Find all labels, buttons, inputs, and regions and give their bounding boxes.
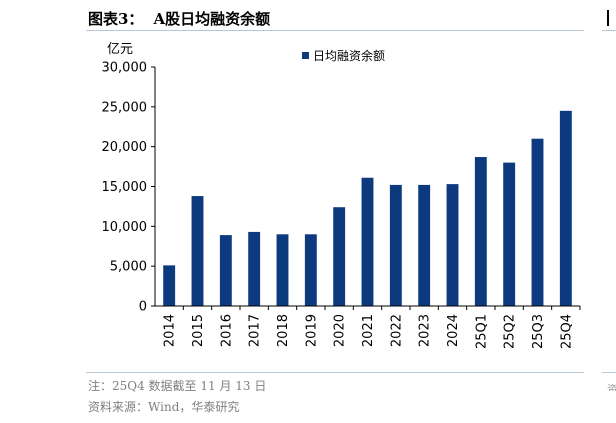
x-tick-label-2015: 2015 xyxy=(191,314,206,347)
x-axis-ticks: 2014 2015 2016 2017 2018 2019 2020 2021 2022 2023… xyxy=(163,306,581,349)
x-tick-label-2024: 2024 xyxy=(446,314,461,347)
bar-2018 xyxy=(276,234,289,306)
adjacent-footer-divider xyxy=(602,372,616,373)
figure-title-text: A股日均融资余额 xyxy=(153,10,271,28)
bar-2022 xyxy=(389,184,402,306)
adjacent-title-divider xyxy=(602,30,616,31)
title-divider xyxy=(86,30,584,31)
bar-2024 xyxy=(446,184,459,306)
x-tick-label-25Q3: 25Q3 xyxy=(531,314,546,349)
bar-2021 xyxy=(361,177,374,306)
adjacent-footnote-glyph: 资 xyxy=(607,383,616,391)
figure-title: 图表3： A股日均融资余额 xyxy=(88,8,270,29)
y-tick-label: 20,000 xyxy=(102,140,148,155)
x-tick-label-2020: 2020 xyxy=(333,314,348,347)
x-tick-label-25Q1: 25Q1 xyxy=(474,314,489,349)
y-tick-label: 25,000 xyxy=(102,100,148,115)
figure-label: 图表3： xyxy=(88,10,144,28)
bar-2017 xyxy=(248,231,261,306)
x-tick-label-25Q4: 25Q4 xyxy=(559,314,574,349)
x-tick-label-2023: 2023 xyxy=(418,314,433,347)
bar-2014 xyxy=(163,265,176,306)
y-tick-label: 5,000 xyxy=(110,260,147,275)
bar-25Q2 xyxy=(503,162,516,306)
y-tick-label: 10,000 xyxy=(102,220,148,235)
footnote: 注：25Q4 数据截至 11 月 13 日 xyxy=(88,379,267,393)
footer-divider xyxy=(86,372,584,373)
x-tick-label-2022: 2022 xyxy=(389,314,404,347)
x-tick-label-2021: 2021 xyxy=(361,314,376,347)
y-tick-label: 15,000 xyxy=(102,180,148,195)
legend-label: 日均融资余额 xyxy=(313,48,385,63)
x-tick-label-2018: 2018 xyxy=(276,314,291,347)
legend-swatch xyxy=(302,52,309,59)
bar-25Q3 xyxy=(531,138,544,306)
bar-2016 xyxy=(219,235,232,306)
source-note: 资料来源：Wind，华泰研究 xyxy=(88,400,240,414)
y-axis-unit-label: 亿元 xyxy=(107,42,133,57)
bar-2015 xyxy=(191,196,204,306)
bar-25Q1 xyxy=(474,157,487,306)
adjacent-title-mark xyxy=(607,10,609,26)
x-tick-label-25Q2: 25Q2 xyxy=(503,314,518,349)
bar-2020 xyxy=(333,207,346,306)
y-tick-label: 0 xyxy=(139,300,147,315)
y-tick-label: 30,000 xyxy=(102,61,148,76)
x-tick-label-2019: 2019 xyxy=(304,314,319,347)
bar-2019 xyxy=(304,234,317,306)
bar-2023 xyxy=(418,184,431,306)
bar-series xyxy=(163,110,572,306)
x-tick-label-2016: 2016 xyxy=(219,314,234,347)
x-tick-label-2014: 2014 xyxy=(163,314,178,347)
y-axis-ticks: 0 5,000 10,000 15,000 20,000 25,000 30,000 xyxy=(102,61,155,315)
x-tick-label-2017: 2017 xyxy=(248,314,263,347)
bar-25Q4 xyxy=(559,110,572,306)
